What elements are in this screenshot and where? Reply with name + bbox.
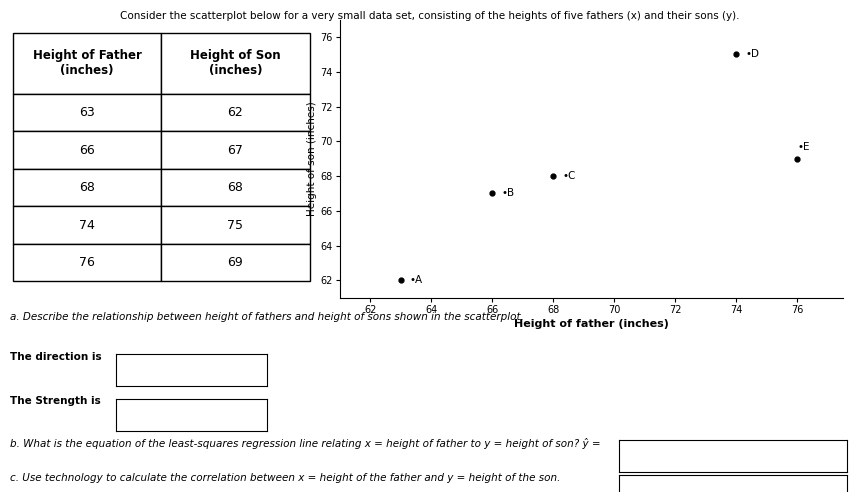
Text: The Strength is: The Strength is	[10, 396, 101, 406]
Text: Consider the scatterplot below for a very small data set, consisting of the heig: Consider the scatterplot below for a ver…	[120, 11, 740, 21]
Text: a. Describe the relationship between height of fathers and height of sons shown : a. Describe the relationship between hei…	[10, 312, 525, 322]
Text: •D: •D	[746, 49, 759, 60]
Text: •B: •B	[501, 188, 514, 198]
Text: The direction is: The direction is	[10, 352, 102, 362]
Text: •C: •C	[562, 171, 575, 181]
Text: •A: •A	[410, 276, 423, 285]
X-axis label: Height of father (inches): Height of father (inches)	[513, 319, 669, 329]
Y-axis label: Height of son (inches): Height of son (inches)	[308, 101, 317, 216]
Text: •E: •E	[797, 142, 809, 152]
Text: c. Use technology to calculate the correlation between x = height of the father : c. Use technology to calculate the corre…	[10, 473, 561, 483]
Text: b. What is the equation of the least-squares regression line relating x = height: b. What is the equation of the least-squ…	[10, 438, 601, 449]
